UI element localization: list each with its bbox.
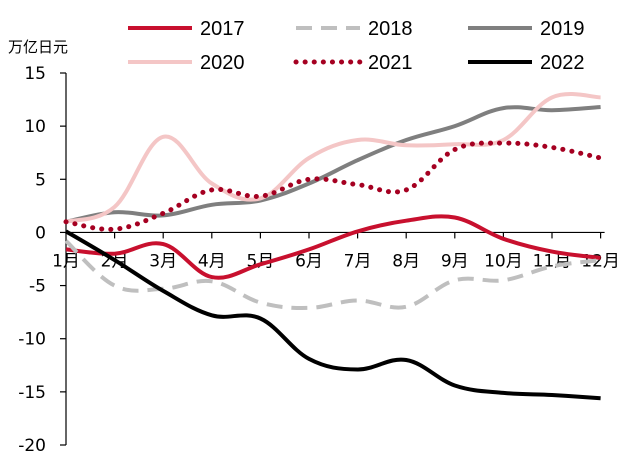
- y-tick-label: 10: [24, 117, 46, 137]
- x-tick-label: 1月: [52, 251, 80, 271]
- legend-label-2017: 2017: [200, 18, 245, 40]
- y-tick-label: -5: [29, 277, 46, 297]
- x-tick-label: 7月: [344, 251, 372, 271]
- x-tick-label: 6月: [295, 251, 323, 271]
- legend-label-2020: 2020: [200, 52, 245, 74]
- legend-label-2021: 2021: [368, 52, 413, 74]
- y-axis-unit-label: 万亿日元: [8, 38, 68, 56]
- x-tick-label: 8月: [392, 251, 420, 271]
- y-tick-label: 5: [35, 170, 46, 190]
- y-tick-label: -20: [18, 436, 46, 456]
- series-line-2020: [65, 92, 601, 224]
- series-line-2022: [64, 229, 601, 401]
- legend-label-2022: 2022: [540, 52, 585, 74]
- series-line-2018: [64, 239, 601, 310]
- y-tick-label: 0: [35, 223, 46, 243]
- legend-label-2018: 2018: [368, 18, 413, 40]
- series-layer: [63, 92, 604, 401]
- x-tick-label: 10月: [484, 251, 523, 271]
- x-tick-label: 3月: [149, 251, 177, 271]
- legend: 2017 2018 2019 2020 2021 2022: [128, 18, 585, 74]
- y-tick-label: -10: [18, 330, 46, 350]
- x-tick-label: 4月: [198, 251, 226, 271]
- y-tick-label: -15: [18, 383, 46, 403]
- legend-label-2019: 2019: [540, 18, 585, 40]
- x-tick-label: 9月: [441, 251, 469, 271]
- series-line-2019: [65, 105, 601, 224]
- series-line-2021: [63, 140, 604, 232]
- y-tick-label: 15: [24, 64, 46, 84]
- series-line-2017: [65, 214, 601, 280]
